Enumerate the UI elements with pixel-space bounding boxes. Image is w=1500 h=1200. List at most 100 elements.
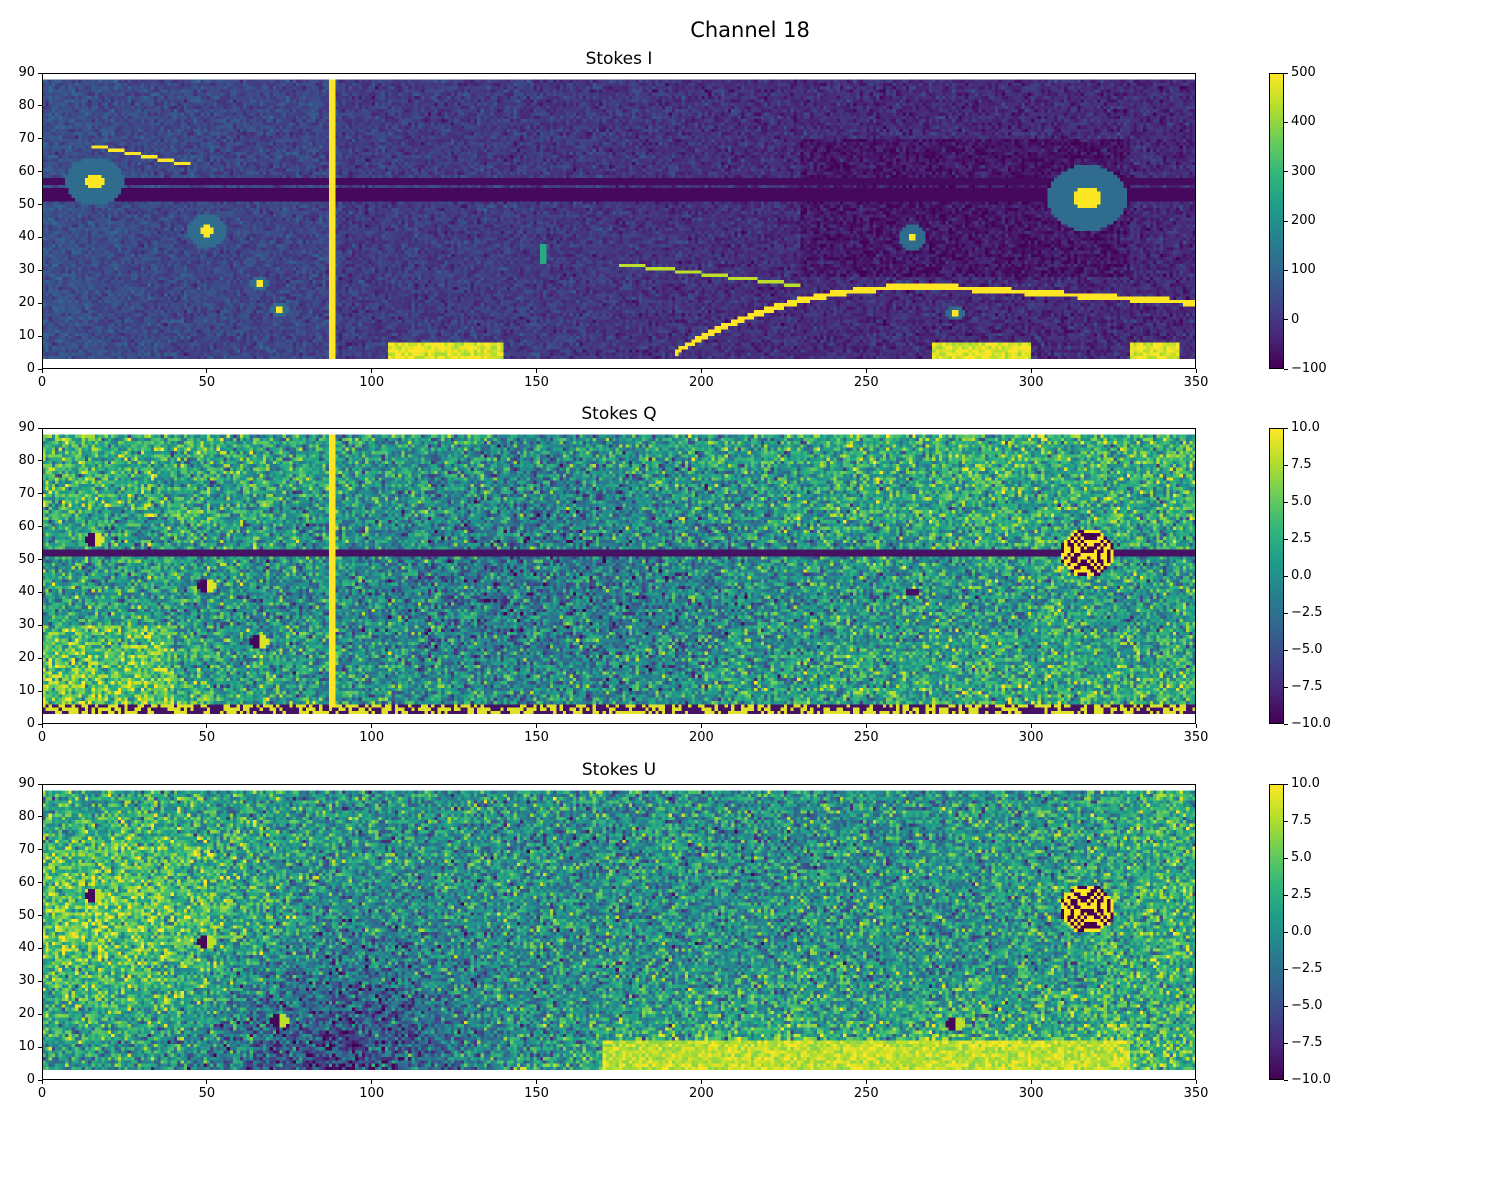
y-tick-label: 70 bbox=[18, 130, 35, 146]
y-tick-label: 80 bbox=[18, 97, 35, 113]
y-tick-mark bbox=[38, 368, 42, 370]
stokes-u-panel: Stokes U 0 50 100 150 200 250 300 350 0 10 20 30 40 5… bbox=[0, 760, 1500, 1114]
colorbar-tick-mark bbox=[1284, 501, 1288, 503]
colorbar-gradient bbox=[1270, 785, 1283, 1079]
y-tick-mark bbox=[38, 1046, 42, 1048]
colorbar-tick-label: 5.0 bbox=[1291, 850, 1312, 865]
x-tick-mark bbox=[206, 724, 208, 728]
colorbar-tick-mark bbox=[1284, 820, 1288, 822]
colorbar-tick-mark bbox=[1284, 269, 1288, 271]
colorbar-tick-label: 10.0 bbox=[1291, 420, 1320, 435]
heatmap-plot-area bbox=[42, 784, 1196, 1080]
x-tick-label: 350 bbox=[1183, 730, 1209, 745]
heatmap-image bbox=[42, 784, 1196, 1080]
colorbar-tick-label: 7.5 bbox=[1291, 813, 1312, 828]
x-tick-label: 0 bbox=[37, 1086, 47, 1101]
colorbar-tick-label: −5.0 bbox=[1291, 642, 1323, 657]
colorbar-gradient bbox=[1270, 74, 1283, 368]
colorbar-tick-mark bbox=[1284, 1079, 1288, 1081]
colorbar bbox=[1269, 73, 1284, 369]
x-tick-label: 150 bbox=[524, 730, 549, 745]
colorbar-tick-label: 5.0 bbox=[1291, 494, 1312, 509]
y-tick-mark bbox=[38, 947, 42, 949]
colorbar-tick-label: 400 bbox=[1291, 114, 1316, 130]
y-tick-label: 70 bbox=[18, 841, 35, 857]
y-tick-label: 0 bbox=[26, 716, 35, 731]
y-tick-mark bbox=[38, 1079, 42, 1081]
x-tick-mark bbox=[536, 369, 538, 373]
colorbar-tick-mark bbox=[1284, 783, 1288, 785]
x-tick-mark bbox=[1030, 1080, 1032, 1084]
colorbar-tick-label: 200 bbox=[1291, 213, 1316, 228]
x-tick-label: 200 bbox=[689, 730, 714, 745]
x-tick-label: 50 bbox=[198, 1086, 216, 1101]
colorbar-tick-label: 100 bbox=[1291, 262, 1316, 278]
x-tick-label: 100 bbox=[359, 1086, 385, 1101]
colorbar-tick-mark bbox=[1284, 368, 1288, 370]
stokes-q-panel: Stokes Q 0 50 100 150 200 250 300 350 0 10 20 30 40 5… bbox=[0, 404, 1500, 758]
colorbar-tick-mark bbox=[1284, 464, 1288, 466]
y-tick-mark bbox=[38, 427, 42, 429]
x-tick-label: 0 bbox=[37, 730, 47, 745]
colorbar-tick-label: −10.0 bbox=[1291, 716, 1331, 731]
y-tick-label: 90 bbox=[18, 420, 35, 435]
y-tick-mark bbox=[38, 723, 42, 725]
colorbar-tick-label: 7.5 bbox=[1291, 457, 1312, 472]
x-tick-mark bbox=[206, 369, 208, 373]
x-tick-mark bbox=[700, 369, 702, 373]
x-tick-label: 350 bbox=[1183, 1086, 1209, 1101]
x-tick-label: 250 bbox=[853, 730, 879, 745]
y-tick-mark bbox=[38, 171, 42, 173]
x-tick-mark bbox=[371, 1080, 373, 1084]
y-tick-mark bbox=[38, 105, 42, 107]
y-tick-label: 80 bbox=[18, 808, 35, 824]
panel-title: Stokes Q bbox=[581, 404, 657, 424]
colorbar-tick-label: 2.5 bbox=[1291, 531, 1312, 546]
colorbar-tick-label: 300 bbox=[1291, 163, 1316, 179]
heatmap-image bbox=[42, 428, 1196, 724]
x-tick-mark bbox=[1030, 369, 1032, 373]
y-tick-mark bbox=[38, 493, 42, 495]
y-tick-label: 10 bbox=[18, 1039, 35, 1055]
colorbar bbox=[1269, 784, 1284, 1080]
y-tick-mark bbox=[38, 624, 42, 626]
colorbar-tick-label: −2.5 bbox=[1291, 605, 1323, 620]
y-tick-mark bbox=[38, 72, 42, 74]
heatmap-plot-area bbox=[42, 428, 1196, 724]
y-tick-label: 20 bbox=[18, 295, 35, 311]
y-tick-mark bbox=[38, 335, 42, 337]
colorbar-tick-label: 0.0 bbox=[1291, 924, 1312, 939]
y-tick-mark bbox=[38, 1013, 42, 1015]
colorbar-tick-mark bbox=[1284, 968, 1288, 970]
y-tick-label: 90 bbox=[18, 776, 35, 791]
colorbar-tick-mark bbox=[1284, 931, 1288, 933]
colorbar-tick-mark bbox=[1284, 723, 1288, 725]
y-tick-mark bbox=[38, 591, 42, 593]
colorbar-tick-label: −100 bbox=[1291, 361, 1327, 376]
colorbar-tick-label: −2.5 bbox=[1291, 961, 1323, 976]
colorbar-tick-label: −7.5 bbox=[1291, 1035, 1323, 1050]
x-tick-mark bbox=[700, 724, 702, 728]
colorbar-tick-mark bbox=[1284, 427, 1288, 429]
colorbar-tick-mark bbox=[1284, 649, 1288, 651]
x-tick-mark bbox=[700, 1080, 702, 1084]
colorbar-tick-label: 500 bbox=[1291, 65, 1316, 80]
x-tick-label: 250 bbox=[853, 375, 879, 390]
y-tick-label: 50 bbox=[18, 551, 35, 567]
y-tick-mark bbox=[38, 816, 42, 818]
colorbar-tick-mark bbox=[1284, 538, 1288, 540]
y-tick-label: 20 bbox=[18, 650, 35, 666]
y-tick-mark bbox=[38, 657, 42, 659]
x-tick-mark bbox=[1195, 724, 1197, 728]
colorbar-tick-label: 2.5 bbox=[1291, 887, 1312, 902]
colorbar-tick-mark bbox=[1284, 220, 1288, 222]
y-tick-label: 60 bbox=[18, 874, 35, 890]
x-tick-mark bbox=[536, 724, 538, 728]
y-tick-mark bbox=[38, 915, 42, 917]
colorbar-gradient bbox=[1270, 429, 1283, 723]
y-tick-label: 80 bbox=[18, 452, 35, 468]
y-tick-label: 50 bbox=[18, 907, 35, 923]
x-tick-label: 200 bbox=[689, 1086, 714, 1101]
colorbar-tick-mark bbox=[1284, 686, 1288, 688]
